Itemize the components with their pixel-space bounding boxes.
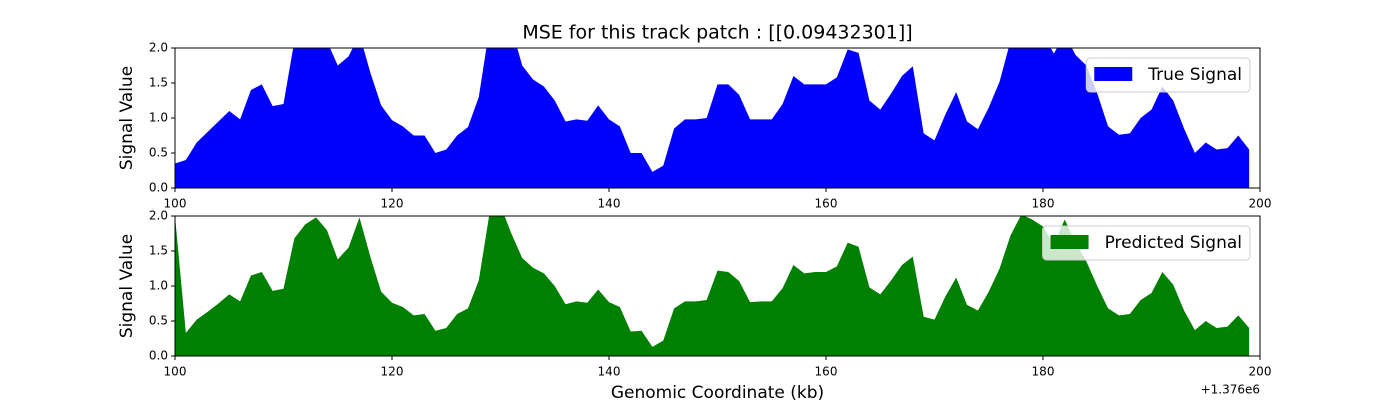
x-tick-label: 120: [381, 365, 404, 379]
y-axis-label: Signal Value: [117, 234, 137, 338]
y-tick-label: 2.0: [149, 209, 168, 223]
legend-box: [1085, 57, 1251, 93]
legend-swatch: [1094, 67, 1133, 81]
legend-swatch: [1050, 235, 1089, 249]
legend: Predicted Signal: [1042, 225, 1251, 261]
legend-label: Predicted Signal: [1105, 233, 1242, 253]
legend: True Signal: [1085, 57, 1251, 93]
y-tick-label: 0.5: [149, 146, 168, 160]
y-tick-label: 1.0: [149, 279, 168, 293]
x-offset-label: +1.376e6: [1201, 383, 1260, 397]
x-tick-label: 140: [598, 197, 621, 211]
y-tick-label: 1.5: [149, 76, 168, 90]
chart-title: MSE for this track patch : [[0.09432301]…: [522, 22, 912, 44]
x-tick-label: 120: [381, 197, 404, 211]
x-tick-label: 200: [1249, 365, 1272, 379]
legend-box: [1042, 225, 1251, 261]
area: [175, 216, 1250, 356]
y-tick-label: 1.5: [149, 244, 168, 258]
y-tick-label: 2.0: [149, 41, 168, 55]
legend-label: True Signal: [1147, 65, 1242, 85]
area: [175, 48, 1250, 188]
x-tick-label: 100: [164, 365, 187, 379]
x-tick-label: 160: [815, 365, 838, 379]
x-tick-label: 100: [164, 197, 187, 211]
x-axis-label: Genomic Coordinate (kb): [611, 383, 824, 400]
y-tick-label: 0.0: [149, 349, 168, 363]
x-tick-label: 200: [1249, 197, 1272, 211]
y-tick-label: 0.5: [149, 314, 168, 328]
y-tick-label: 0.0: [149, 181, 168, 195]
x-tick-label: 140: [598, 365, 621, 379]
x-tick-label: 180: [1032, 197, 1055, 211]
x-tick-label: 160: [815, 197, 838, 211]
y-tick-label: 1.0: [149, 111, 168, 125]
x-tick-label: 180: [1032, 365, 1055, 379]
y-axis-label: Signal Value: [117, 66, 137, 170]
